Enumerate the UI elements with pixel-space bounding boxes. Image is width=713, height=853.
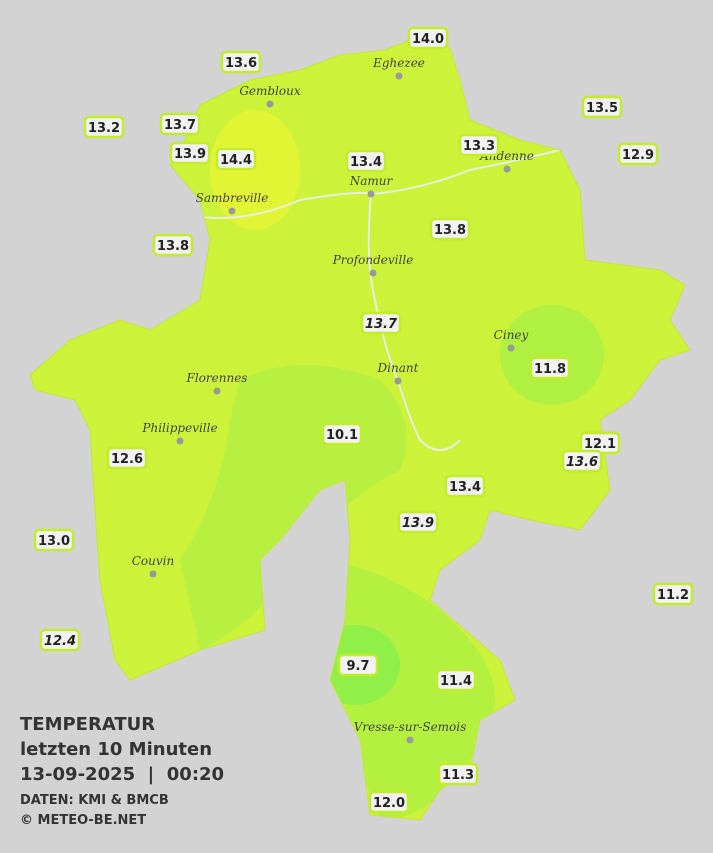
copyright: © METEO-BE.NET (20, 813, 146, 828)
zone (210, 110, 300, 230)
station-value: 13.4 (449, 480, 481, 495)
station-box (429, 217, 471, 241)
city-dot (213, 387, 221, 395)
city-label: Sambreville (196, 191, 269, 205)
station-box (652, 582, 694, 606)
station-value: 13.6 (566, 455, 598, 470)
station-value: 12.6 (111, 452, 143, 467)
city-dot (149, 570, 157, 578)
station-box (581, 95, 623, 119)
station-box (106, 446, 148, 470)
city-dot (367, 190, 375, 198)
station-box (529, 356, 571, 380)
station-value: 11.2 (657, 588, 689, 603)
station-box (321, 422, 363, 446)
station-value: 11.4 (440, 674, 472, 689)
station-value: 14.0 (412, 32, 444, 47)
station-value: 13.2 (88, 121, 120, 136)
station-value: 13.3 (463, 139, 495, 154)
station-value: 13.8 (434, 223, 466, 238)
city-dot (266, 100, 274, 108)
station-value: 10.1 (326, 428, 358, 443)
station-value: 11.3 (442, 768, 474, 783)
station-value: 13.4 (350, 155, 382, 170)
city-label: Philippeville (141, 421, 217, 435)
station-value: 13.5 (586, 101, 618, 116)
station-value: 14.4 (220, 153, 252, 168)
station-value: 13.7 (164, 118, 196, 133)
station-box (617, 142, 659, 166)
station-box (169, 141, 211, 165)
station-box (435, 668, 477, 692)
station-value: 13.0 (38, 534, 70, 549)
station-box (159, 112, 201, 136)
city-label: Florennes (186, 371, 248, 385)
station-box (368, 790, 410, 814)
station-value: 12.4 (44, 634, 76, 649)
city-label: Profondeville (332, 253, 414, 267)
station-value: 11.8 (534, 362, 566, 377)
city-label: Couvin (132, 554, 174, 568)
city-dot (176, 437, 184, 445)
zone (500, 305, 604, 405)
station-box (437, 762, 479, 786)
station-box (33, 528, 75, 552)
station-value: 12.0 (373, 796, 405, 811)
station-box (215, 147, 257, 171)
station-value: 12.9 (622, 148, 654, 163)
station-box (561, 449, 603, 473)
station-box (83, 115, 125, 139)
station-box (152, 233, 194, 257)
timestamp: 13-09-2025 | 00:20 (20, 764, 224, 785)
station-box (397, 510, 439, 534)
city-dot (228, 207, 236, 215)
station-box (360, 311, 402, 335)
city-dot (503, 165, 511, 173)
station-box (407, 26, 449, 50)
zone (330, 560, 495, 820)
city-dot (395, 72, 403, 80)
station-value: 12.1 (584, 437, 616, 452)
station-value: 13.6 (225, 56, 257, 71)
city-dot (406, 736, 414, 744)
station-value: 13.8 (157, 239, 189, 254)
city-label: Vresse-sur-Semois (354, 720, 467, 734)
station-value: 13.9 (174, 147, 206, 162)
station-value: 9.7 (346, 659, 369, 674)
station-box (39, 628, 81, 652)
station-box (220, 50, 262, 74)
city-label: Eghezee (372, 56, 425, 70)
city-label: Dinant (377, 361, 419, 375)
station-value: 13.7 (365, 317, 398, 332)
station-box (345, 149, 387, 173)
title: TEMPERATUR (20, 714, 155, 735)
station-box (444, 474, 486, 498)
city-label: Namur (349, 174, 394, 188)
source: DATEN: KMI & BMCB (20, 793, 169, 808)
subtitle: letzten 10 Minuten (20, 739, 212, 760)
city-label: Gembloux (239, 84, 301, 98)
station-box (458, 133, 500, 157)
city-label: Ciney (494, 328, 529, 342)
station-value: 13.9 (402, 516, 434, 531)
city-dot (369, 269, 377, 277)
city-dot (394, 377, 402, 385)
station-box (337, 653, 379, 677)
city-dot (507, 344, 515, 352)
